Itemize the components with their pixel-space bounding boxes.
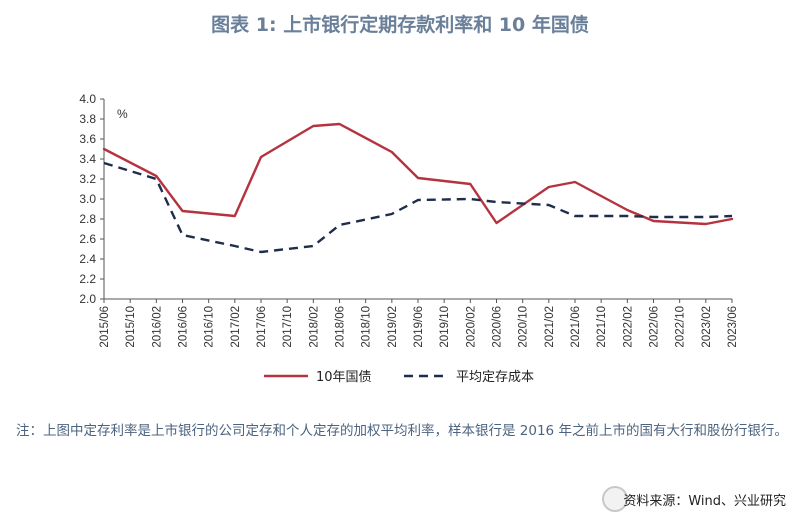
data-source: 资料来源：Wind、兴业研究	[623, 494, 786, 509]
y-tick-label: 4.0	[79, 92, 96, 106]
y-tick-label: 3.6	[79, 132, 96, 146]
x-tick-label: 2020/02	[465, 306, 477, 348]
y-tick-label: 2.0	[79, 292, 96, 306]
series-line-1	[102, 122, 734, 226]
watermark-logo-icon	[602, 486, 628, 512]
x-tick-label: 2022/06	[649, 306, 661, 348]
y-axis-unit-label: %	[117, 107, 128, 121]
x-tick-label: 2018/02	[308, 306, 320, 348]
x-tick-label: 2022/02	[622, 306, 634, 348]
y-tick-label: 2.6	[79, 232, 96, 246]
x-tick-label: 2019/10	[439, 306, 451, 348]
x-tick-label: 2021/10	[596, 306, 608, 348]
legend-label-1: 10年国债	[316, 370, 372, 385]
x-tick-label: 2016/06	[178, 306, 190, 348]
x-tick-label: 2020/10	[518, 306, 530, 348]
x-tick-label: 2022/10	[675, 306, 687, 348]
x-tick-label: 2017/10	[282, 306, 294, 348]
y-tick-label: 2.8	[79, 212, 96, 226]
y-tick-label: 3.4	[79, 152, 96, 166]
y-tick-label: 3.8	[79, 112, 96, 126]
chart-axes: 4.0 3.8 3.6 3.4 3.2 3.0 2.8 2.6 2.4 2.2 2.0% 2015/0…	[79, 92, 739, 348]
x-tick-label: 2016/02	[151, 306, 163, 348]
x-tick-label: 2019/02	[387, 306, 399, 348]
series-line-2	[103, 161, 733, 254]
y-tick-label: 3.2	[79, 172, 96, 186]
legend-label-2: 平均定存成本	[456, 370, 534, 385]
x-tick-label: 2021/02	[544, 306, 556, 348]
x-tick-label: 2023/06	[727, 306, 739, 348]
x-tick-label: 2018/06	[335, 306, 347, 348]
x-tick-label: 2018/10	[361, 306, 373, 348]
y-tick-label: 2.4	[79, 252, 96, 266]
x-tick-label: 2016/10	[204, 306, 216, 348]
x-tick-label: 2020/06	[492, 306, 504, 348]
chart-title: 图表 1: 上市银行定期存款利率和 10 年国债	[211, 14, 589, 36]
x-tick-label: 2015/06	[99, 306, 111, 348]
x-tick-label: 2021/06	[570, 306, 582, 348]
chart-legend: 10年国债 平均定存成本	[264, 370, 534, 385]
chart-lines	[102, 122, 734, 254]
x-tick-label: 2017/06	[256, 306, 268, 348]
x-tick-label: 2019/06	[413, 306, 425, 348]
y-tick-label: 3.0	[79, 192, 96, 206]
x-tick-label: 2023/02	[701, 306, 713, 348]
y-tick-label: 2.2	[79, 272, 96, 286]
x-tick-label: 2017/02	[230, 306, 242, 348]
line-chart: 4.0 3.8 3.6 3.4 3.2 3.0 2.8 2.6 2.4 2.2 2.0% 2015/0…	[79, 92, 739, 385]
x-tick-label: 2015/10	[125, 306, 137, 348]
chart-note: 注：上图中定存利率是上市银行的公司定存和个人定存的加权平均利率，样本银行是 20…	[16, 423, 788, 439]
